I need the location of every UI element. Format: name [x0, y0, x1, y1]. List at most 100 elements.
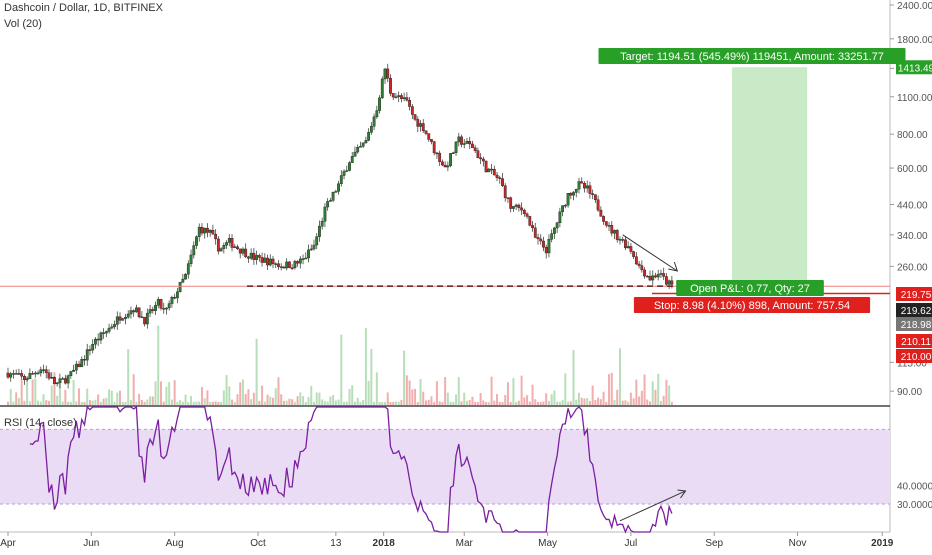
candle-body [22, 376, 26, 381]
candle-body [479, 157, 483, 160]
candle-body [118, 316, 122, 321]
volume-bar [15, 392, 18, 405]
candle-body [94, 338, 97, 345]
volume-bar [572, 349, 575, 405]
volume-bar [520, 375, 523, 405]
volume-bar [583, 398, 586, 405]
candle-body [643, 269, 646, 277]
candle-body [438, 152, 442, 163]
volume-bar [498, 401, 501, 405]
volume-bar [553, 390, 556, 405]
volume-bar [531, 384, 534, 405]
candle-body [28, 373, 32, 379]
candle-body [525, 213, 529, 217]
target-label: Target: 1194.51 (545.49%) 119451, Amount… [620, 51, 884, 63]
volume-bar [140, 399, 143, 405]
volume-bar [386, 392, 389, 405]
volume-bar [616, 389, 619, 405]
volume-bar [108, 389, 111, 405]
candle-body [490, 168, 493, 171]
candle-body [104, 331, 108, 334]
position-tool: Target: 1194.51 (545.49%) 119451, Amount… [0, 48, 932, 363]
candle-body [255, 255, 259, 260]
candle-body [230, 238, 234, 248]
candle-body [162, 308, 166, 310]
candle-body [348, 162, 351, 171]
volume-bar [26, 377, 29, 405]
volume-bar [657, 373, 660, 405]
price-tick-label: 340.00 [897, 231, 928, 242]
candle-body [206, 227, 209, 233]
candle-body [96, 338, 100, 341]
volume-bar [12, 401, 15, 405]
volume-bar [534, 399, 537, 405]
volume-bar [646, 399, 649, 405]
candle-body [473, 147, 477, 151]
candle-body [53, 377, 56, 385]
candle-body [468, 140, 472, 145]
rsi-tick-label: 30.0000 [897, 500, 932, 511]
volume-bar [394, 401, 397, 405]
candle-body [227, 238, 231, 243]
candle-body [572, 192, 575, 196]
volume-bar [526, 395, 529, 405]
volume-bar [39, 401, 42, 405]
rsi-legend: RSI (14, close) [4, 417, 77, 429]
candle-body [460, 136, 463, 145]
candle-body [208, 230, 212, 233]
candle-body [503, 185, 507, 198]
volume-bar [121, 401, 124, 405]
volume-bar [332, 395, 335, 405]
volume-bar [282, 400, 285, 405]
candle-body [637, 263, 641, 266]
volume-bar [353, 401, 356, 405]
volume-bar [378, 401, 381, 405]
volume-bar [550, 394, 553, 405]
candle-body [615, 230, 619, 240]
candle-body [271, 258, 275, 264]
candle-body [580, 181, 584, 184]
volume-bar [173, 380, 176, 405]
volume-bar [211, 401, 214, 405]
candle-body [80, 359, 84, 368]
volume-bar [272, 397, 275, 405]
rsi-arrow-head [677, 489, 687, 499]
candle-body [184, 273, 187, 280]
volume-bar [474, 401, 477, 405]
volume-bar [255, 338, 258, 405]
candle-body [361, 142, 365, 147]
volume-bar [343, 401, 346, 405]
volume-bar [441, 402, 444, 405]
volume-bar [252, 392, 255, 405]
volume-bar [496, 394, 499, 405]
candle-body [290, 267, 294, 270]
volume-bar [424, 400, 427, 405]
volume-bar [640, 390, 643, 405]
volume-bar [129, 400, 132, 405]
volume-bar [605, 401, 608, 405]
volume-bar [146, 399, 149, 405]
candle-body [618, 239, 622, 241]
candle-body [654, 275, 657, 278]
candle-body [372, 116, 376, 127]
volume-bar [359, 401, 362, 405]
candle-body [522, 209, 526, 214]
candle-body [244, 248, 248, 258]
candle-body [593, 194, 597, 201]
candle-body [39, 369, 43, 374]
candle-body [350, 156, 354, 163]
candle-body [550, 233, 554, 240]
candle-body [135, 307, 138, 313]
volume-bar [241, 379, 244, 405]
rsi-pane: 40.0000 30.0000 [0, 405, 932, 534]
volume-bar [662, 395, 665, 405]
volume-bar [618, 348, 621, 405]
volume-bar [192, 401, 195, 405]
candle-body [304, 257, 308, 260]
candle-body [6, 372, 10, 378]
volume-bar [105, 397, 108, 405]
volume-bar [217, 401, 220, 405]
candle-body [662, 273, 666, 277]
